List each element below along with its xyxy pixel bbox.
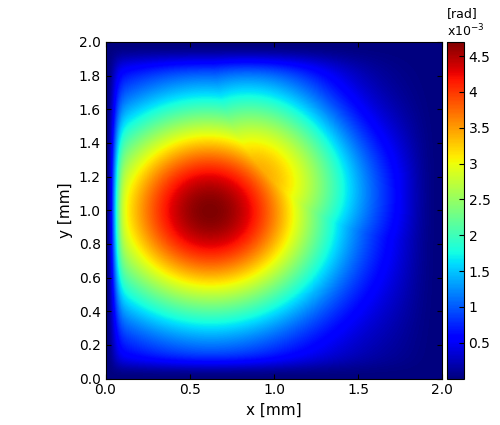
X-axis label: x [mm]: x [mm] (246, 403, 302, 418)
Text: [rad]
x10$^{-3}$: [rad] x10$^{-3}$ (447, 7, 484, 39)
Y-axis label: y [mm]: y [mm] (58, 182, 73, 238)
